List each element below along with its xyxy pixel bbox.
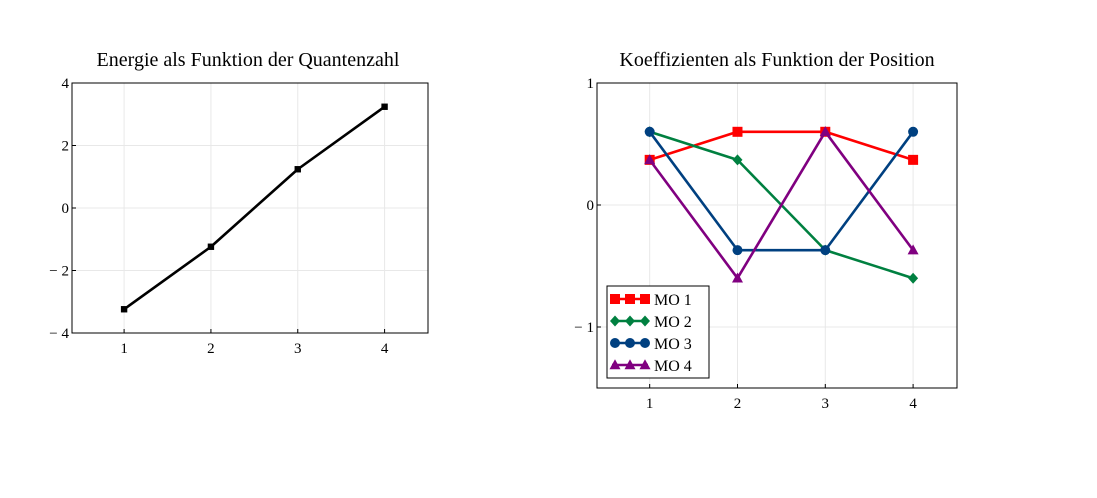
series-mo-4 [644, 126, 919, 283]
legend-marker [625, 338, 635, 348]
chart-title: Energie als Funktion der Quantenzahl [97, 49, 400, 71]
x-tick-label: 2 [207, 341, 215, 357]
chart-1: Energie als Funktion der Quantenzahl 1 2 3 4… [49, 49, 429, 357]
legend-marker [625, 294, 635, 304]
y-tick-label: 0 [62, 201, 70, 217]
x-tick-label: 1 [646, 396, 654, 412]
legend-marker [640, 315, 650, 327]
legend-marker [610, 338, 620, 348]
y-tick-label: 0 [587, 198, 595, 214]
chart-title: Koeffizienten als Funktion der Position [619, 49, 934, 71]
data-point [644, 126, 655, 137]
series-mo-1 [644, 126, 919, 165]
data-point [732, 154, 743, 166]
data-point [732, 245, 743, 256]
data-point [644, 154, 656, 165]
data-point [294, 166, 301, 173]
y-tick-label: 1 [587, 76, 595, 92]
legend-marker [640, 338, 650, 348]
legend-label: MO 1 [654, 292, 692, 309]
chart-2: Koeffizienten als Funktion der Position 1… [574, 49, 958, 412]
legend-marker [609, 359, 621, 370]
x-tick-label: 2 [734, 396, 742, 412]
legend-label: MO 3 [654, 336, 692, 353]
data-point [820, 245, 831, 256]
series-line [649, 130, 914, 162]
legend-marker [610, 294, 620, 304]
x-tick-label: 1 [120, 341, 128, 357]
data-point [120, 306, 128, 313]
legend-label: MO 4 [654, 358, 692, 375]
x-tick-label: 4 [381, 341, 389, 357]
series-1 [120, 103, 388, 313]
y-tick-label: − 2 [49, 264, 69, 280]
legend-marker [640, 294, 650, 304]
data-point [819, 126, 831, 137]
x-tick-label: 4 [909, 396, 917, 412]
series-line [648, 131, 915, 252]
data-point [907, 244, 919, 255]
series-line [648, 130, 915, 280]
legend-box [606, 285, 710, 379]
legend-marker [639, 359, 651, 370]
data-point [908, 154, 919, 165]
legend-marker [625, 315, 635, 327]
y-tick-label: − 4 [49, 326, 69, 342]
plot-frame [596, 82, 958, 389]
y-tick-label: 2 [62, 139, 70, 155]
x-tick-label: 3 [294, 341, 302, 357]
data-point [908, 272, 919, 284]
legend-marker [610, 315, 620, 327]
x-tick-label: 3 [822, 396, 830, 412]
data-point [207, 243, 215, 250]
y-tick-label: − 1 [574, 320, 594, 336]
legend-label: MO 2 [654, 314, 692, 331]
data-point [381, 103, 388, 110]
series-line [123, 105, 386, 311]
legend: MO 1 MO 2 MO 3 MO 4 [606, 285, 710, 379]
data-point [732, 126, 743, 137]
data-point [908, 126, 919, 137]
y-tick-label: 4 [62, 76, 70, 92]
legend-marker [624, 359, 636, 370]
series-mo-3 [644, 126, 919, 256]
data-point [731, 272, 743, 283]
